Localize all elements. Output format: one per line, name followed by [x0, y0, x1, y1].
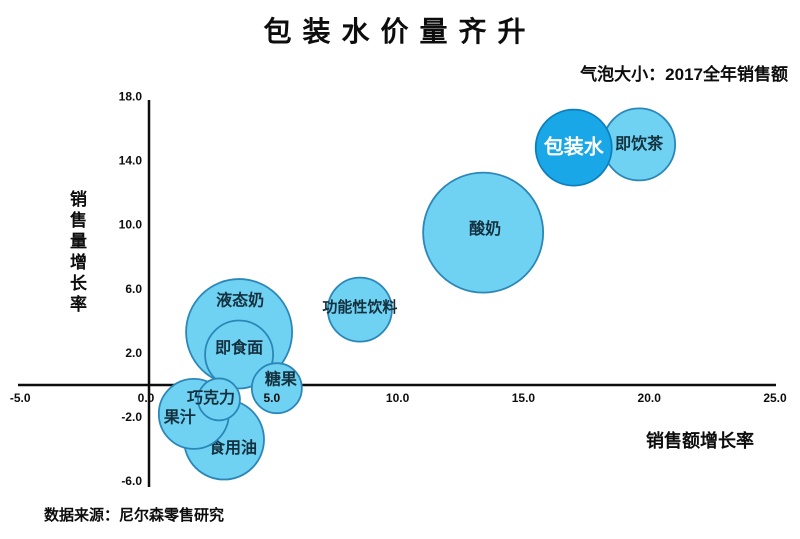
y-axis-title: 销售量增长率: [67, 190, 86, 316]
bubble-label-instant-noodles: 即食面: [215, 338, 263, 357]
x-tick-label: 25.0: [763, 391, 787, 405]
bubble-yogurt: [422, 171, 545, 294]
bubble-label-packaged-water: 包装水: [544, 135, 605, 159]
bubble-label-liquid-milk: 液态奶: [216, 291, 264, 310]
bubble-label-chocolate: 巧克力: [187, 388, 235, 407]
x-axis-title: 销售额增长率: [646, 431, 754, 451]
y-tick-label: -6.0: [121, 474, 142, 488]
bubble-candy: [250, 362, 303, 415]
bubble-chocolate: [197, 377, 241, 422]
chart-title: 包装水价量齐升: [263, 16, 537, 47]
y-tick-label: 14.0: [119, 153, 143, 167]
bubble-packaged-water: [534, 108, 613, 187]
bubble-label-yogurt: 酸奶: [469, 219, 501, 238]
x-tick-label: 10.0: [386, 391, 410, 405]
bubble-functional-drinks: [326, 276, 393, 343]
x-tick-label: -5.0: [10, 391, 31, 405]
bubble-label-cooking-oil: 食用油: [208, 438, 257, 457]
data-source: 数据来源：尼尔森零售研究: [44, 507, 225, 524]
y-tick-label: 6.0: [125, 282, 142, 296]
bubble-label-juice: 果汁: [163, 407, 196, 426]
bubble-size-legend: 气泡大小：2017全年销售额: [580, 65, 788, 84]
x-tick-label: 0.0: [138, 391, 155, 405]
y-tick-label: 18.0: [119, 89, 143, 103]
y-tick-label: 10.0: [119, 218, 143, 232]
x-tick-label: 20.0: [638, 391, 662, 405]
y-tick-label: 2.0: [125, 346, 142, 360]
bubble-instant-noodles: [204, 319, 274, 390]
bubble-label-rtd-tea: 即饮茶: [615, 134, 664, 153]
x-tick-label: 5.0: [263, 391, 280, 405]
x-tick-label: 15.0: [512, 391, 536, 405]
bubble-label-functional-drinks: 功能性饮料: [322, 298, 397, 316]
bubble-label-candy: 糖果: [265, 370, 297, 389]
y-tick-label: -2.0: [121, 410, 142, 424]
